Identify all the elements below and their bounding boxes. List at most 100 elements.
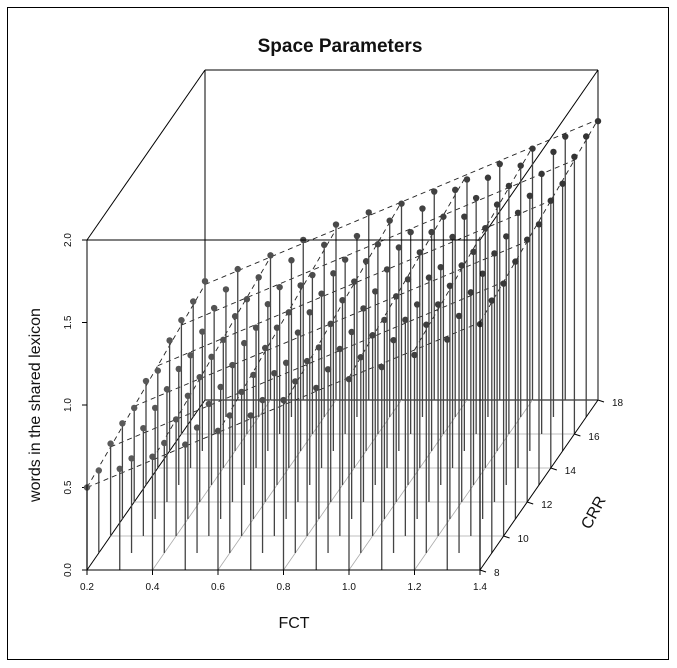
box-left-top-edge: [86, 69, 206, 241]
data-point: [437, 264, 444, 271]
data-point: [252, 324, 260, 331]
data-point: [440, 213, 447, 220]
z-tick-label: 0.5: [63, 480, 74, 494]
data-point: [488, 297, 495, 304]
y-tick-label: 16: [588, 432, 600, 443]
data-point: [306, 309, 313, 316]
data-point: [491, 250, 498, 257]
data-point: [496, 160, 503, 168]
data-point: [217, 383, 224, 391]
data-point: [341, 256, 349, 263]
data-point: [503, 233, 510, 240]
data-point: [562, 133, 569, 140]
data-point: [190, 298, 197, 305]
x-tick-label: 0.6: [211, 582, 225, 593]
x-tick-label: 0.8: [277, 582, 291, 593]
data-point: [330, 270, 337, 277]
data-point: [182, 441, 189, 448]
data-point: [505, 182, 513, 190]
z-tick-label: 1.5: [63, 315, 74, 329]
data-point: [294, 329, 302, 336]
data-point: [425, 274, 433, 281]
box-right-bottom-edge: [479, 399, 599, 571]
data-point: [142, 377, 150, 385]
data-point: [404, 276, 412, 283]
data-point: [264, 300, 272, 308]
y-tick-label: 14: [565, 466, 577, 477]
data-point: [493, 201, 501, 208]
y-axis-tick: [597, 399, 605, 403]
data-point: [107, 440, 114, 447]
data-point: [559, 180, 566, 187]
data-point: [431, 188, 438, 195]
data-point: [116, 465, 123, 472]
data-point: [550, 148, 557, 156]
data-point: [402, 316, 409, 324]
data-point: [365, 209, 372, 216]
data-point: [315, 344, 323, 351]
data-point: [512, 258, 519, 265]
data-point: [208, 353, 215, 361]
data-point: [413, 301, 421, 308]
data-point: [514, 209, 522, 216]
data-point: [524, 236, 531, 243]
data-point: [267, 252, 274, 259]
data-point: [526, 192, 534, 199]
data-point: [321, 241, 328, 249]
data-point: [288, 257, 295, 264]
data-point: [461, 213, 468, 220]
data-point: [262, 344, 269, 352]
data-point: [313, 384, 320, 392]
y-axis-tick: [479, 569, 487, 573]
data-point: [345, 375, 353, 383]
data-point: [336, 345, 344, 353]
data-point: [529, 145, 536, 152]
data-point: [332, 221, 340, 228]
data-point: [250, 371, 257, 379]
data-point: [259, 396, 266, 404]
data-point: [339, 297, 346, 304]
data-point: [444, 336, 451, 343]
y-axis-tick: [527, 501, 534, 505]
data-point: [428, 228, 435, 236]
data-point: [482, 225, 489, 232]
chart-frame: [7, 7, 669, 660]
data-point: [351, 278, 358, 285]
data-point: [273, 324, 281, 331]
data-point: [357, 354, 364, 361]
data-point: [374, 241, 382, 248]
data-point: [411, 351, 418, 359]
y-axis-tick: [503, 535, 510, 539]
data-point: [271, 370, 278, 377]
data-point: [172, 416, 180, 423]
data-point: [348, 328, 355, 336]
z-tick-label: 0.0: [63, 563, 74, 577]
data-point: [199, 328, 206, 335]
z-axis-label: words in the shared lexicon: [27, 308, 44, 503]
data-point: [214, 427, 222, 435]
data-point: [151, 404, 159, 412]
data-point: [378, 363, 385, 371]
data-point: [128, 455, 135, 462]
data-point: [472, 194, 480, 202]
data-point: [154, 367, 161, 374]
data-point: [166, 337, 173, 344]
data-point: [178, 316, 185, 324]
data-point: [386, 217, 393, 224]
data-point: [276, 283, 283, 291]
data-point: [247, 412, 254, 419]
data-point: [255, 274, 262, 281]
data-point: [583, 133, 590, 140]
data-point: [571, 153, 578, 160]
data-point: [161, 439, 168, 447]
data-point: [455, 312, 463, 320]
data-point: [458, 262, 465, 269]
data-point: [535, 221, 543, 228]
data-point: [220, 336, 227, 344]
data-point: [449, 233, 456, 241]
data-point: [201, 278, 209, 285]
data-point: [205, 400, 213, 408]
data-point: [226, 412, 233, 419]
data-point: [395, 244, 403, 251]
